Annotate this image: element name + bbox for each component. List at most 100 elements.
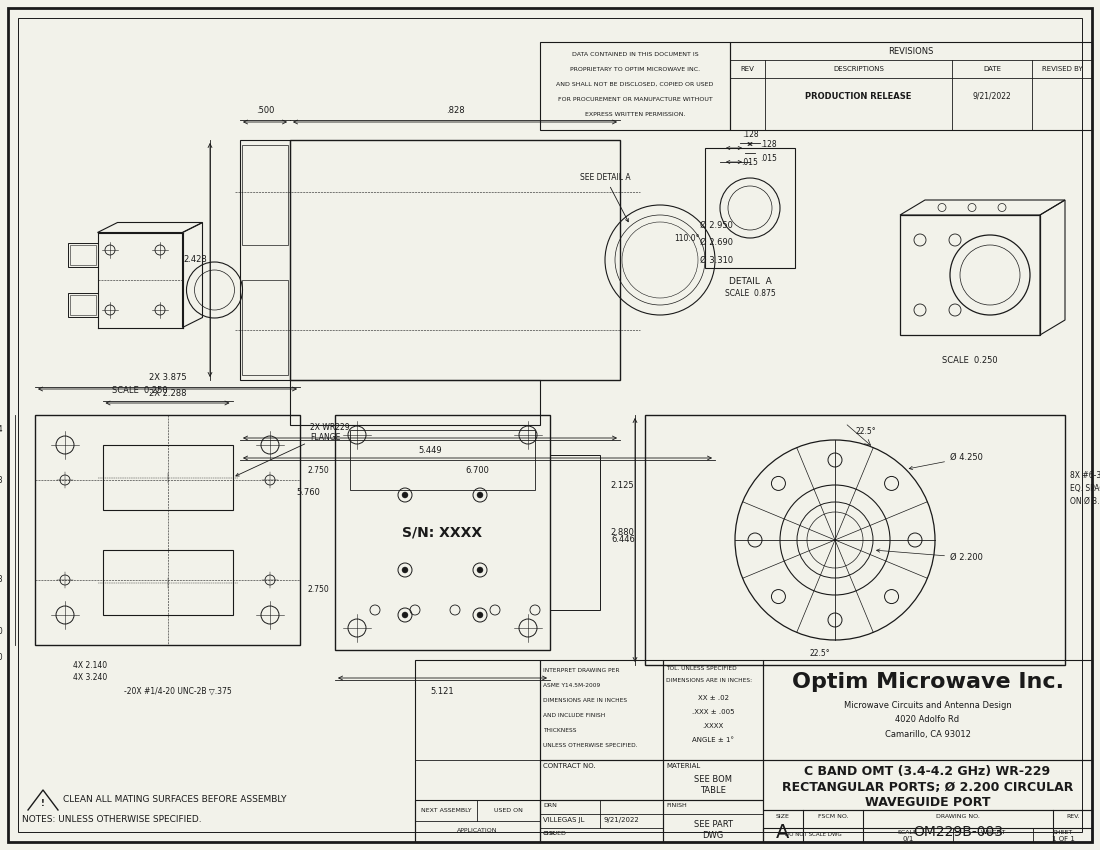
Text: NOTES: UNLESS OTHERWISE SPECIFIED.: NOTES: UNLESS OTHERWISE SPECIFIED.: [22, 815, 201, 824]
Text: INTERPRET DRAWING PER: INTERPRET DRAWING PER: [543, 668, 619, 673]
Text: 5.121: 5.121: [431, 688, 454, 696]
Bar: [540, 660, 663, 760]
Text: 2.100: 2.100: [0, 653, 3, 661]
Text: 4X 3.240: 4X 3.240: [73, 673, 107, 683]
Text: .XXX ± .005: .XXX ± .005: [692, 709, 735, 715]
Text: 1.144: 1.144: [0, 424, 3, 434]
Text: 4020 Adolfo Rd: 4020 Adolfo Rd: [895, 716, 959, 724]
Bar: [645, 415, 1065, 665]
Bar: [550, 455, 600, 610]
Text: ASME Y14.5M-2009: ASME Y14.5M-2009: [543, 683, 601, 688]
Text: 1.848: 1.848: [0, 475, 3, 484]
Text: DRAWING NO.: DRAWING NO.: [936, 813, 980, 819]
Circle shape: [402, 492, 408, 498]
Bar: [730, 42, 1092, 130]
Bar: [763, 760, 1092, 810]
Text: REVISED BY: REVISED BY: [1042, 66, 1082, 72]
Text: NEXT ASSEMBLY: NEXT ASSEMBLY: [420, 808, 471, 813]
Bar: [415, 660, 540, 842]
Text: .828: .828: [446, 105, 464, 115]
Text: 4X 2.140: 4X 2.140: [73, 660, 107, 670]
Bar: [290, 380, 540, 425]
Bar: [540, 42, 730, 130]
Text: PRODUCTION RELEASE: PRODUCTION RELEASE: [805, 92, 912, 100]
Circle shape: [477, 567, 483, 573]
Text: 110.0°: 110.0°: [674, 234, 700, 242]
Text: Camarillo, CA 93012: Camarillo, CA 93012: [884, 729, 970, 739]
Text: DIMENSIONS ARE IN INCHES: DIMENSIONS ARE IN INCHES: [543, 698, 627, 703]
Text: .128: .128: [760, 139, 777, 149]
Text: DO NOT SCALE DWG: DO NOT SCALE DWG: [784, 832, 842, 837]
Text: A: A: [777, 823, 790, 842]
Text: -20X #1/4-20 UNC-2B ▽.375: -20X #1/4-20 UNC-2B ▽.375: [123, 687, 231, 695]
Bar: [336, 415, 550, 650]
Bar: [763, 660, 1092, 760]
Circle shape: [477, 492, 483, 498]
Text: 2.125: 2.125: [610, 480, 634, 490]
Bar: [290, 140, 620, 380]
Bar: [242, 280, 288, 375]
Text: CONTRACT NO.: CONTRACT NO.: [543, 763, 595, 769]
Text: FOR PROCUREMENT OR MANUFACTURE WITHOUT: FOR PROCUREMENT OR MANUFACTURE WITHOUT: [558, 97, 713, 102]
Bar: [415, 800, 540, 842]
Text: DRN: DRN: [543, 803, 557, 808]
Bar: [540, 760, 663, 800]
Bar: [350, 430, 535, 490]
Text: DATA CONTAINED IN THIS DOCUMENT IS: DATA CONTAINED IN THIS DOCUMENT IS: [572, 52, 698, 57]
Text: RECTANGULAR PORTS; Ø 2.200 CIRCULAR: RECTANGULAR PORTS; Ø 2.200 CIRCULAR: [782, 780, 1074, 794]
Text: MATERIAL: MATERIAL: [666, 763, 701, 769]
Text: CHK: CHK: [543, 831, 557, 836]
Text: XX ± .02: XX ± .02: [697, 695, 728, 701]
Text: SEE BOM
TABLE: SEE BOM TABLE: [694, 775, 732, 795]
Text: CLEAN ALL MATING SURFACES BEFORE ASSEMBLY: CLEAN ALL MATING SURFACES BEFORE ASSEMBL…: [63, 796, 286, 804]
Text: SCALE  0.875: SCALE 0.875: [725, 290, 775, 298]
Text: 2X 3.875: 2X 3.875: [148, 372, 186, 382]
Text: Microwave Circuits and Antenna Design: Microwave Circuits and Antenna Design: [844, 700, 1011, 710]
Text: 2.428: 2.428: [183, 256, 207, 264]
Text: SEE PART
DWG: SEE PART DWG: [693, 820, 733, 840]
Text: 2X WR229
FLANGE: 2X WR229 FLANGE: [235, 422, 350, 476]
Text: FSCM NO.: FSCM NO.: [817, 813, 848, 819]
Bar: [69, 295, 96, 315]
Text: VILLEGAS JL: VILLEGAS JL: [543, 817, 584, 823]
Text: EXPRESS WRITTEN PERMISSION.: EXPRESS WRITTEN PERMISSION.: [585, 112, 685, 117]
Text: PROPRIETARY TO OPTIM MICROWAVE INC.: PROPRIETARY TO OPTIM MICROWAVE INC.: [570, 67, 700, 72]
Text: 2.750: 2.750: [308, 586, 330, 594]
Text: Ø 2.950: Ø 2.950: [700, 220, 733, 230]
Text: TOL. UNLESS SPECIFIED: TOL. UNLESS SPECIFIED: [666, 666, 737, 671]
Text: 0/1: 0/1: [902, 836, 914, 842]
Bar: [69, 245, 96, 265]
Circle shape: [477, 612, 483, 618]
Text: 1.848: 1.848: [0, 575, 3, 585]
Text: REVISIONS: REVISIONS: [889, 47, 934, 55]
Text: USED ON: USED ON: [494, 808, 522, 813]
Text: AND SHALL NOT BE DISCLOSED, COPIED OR USED: AND SHALL NOT BE DISCLOSED, COPIED OR US…: [557, 82, 714, 87]
Text: Ø 2.690: Ø 2.690: [700, 237, 733, 246]
Text: 6.700: 6.700: [465, 466, 490, 474]
Bar: [240, 140, 290, 380]
Text: .128: .128: [741, 129, 758, 139]
Text: EQ. SPACING: EQ. SPACING: [1070, 484, 1100, 492]
Bar: [242, 145, 288, 245]
Text: SCALE  0.250: SCALE 0.250: [112, 386, 168, 394]
Text: 2.880: 2.880: [610, 528, 634, 537]
Circle shape: [402, 612, 408, 618]
Text: .500: .500: [256, 105, 274, 115]
Text: 2.750: 2.750: [308, 466, 330, 474]
Text: DATE: DATE: [983, 66, 1001, 72]
Bar: [900, 215, 1040, 335]
Bar: [67, 293, 98, 317]
Text: Ø 3.310: Ø 3.310: [700, 256, 733, 264]
Text: SCALE: SCALE: [898, 830, 917, 835]
Bar: [763, 810, 1092, 842]
Text: DETAIL  A: DETAIL A: [728, 277, 771, 286]
Bar: [102, 445, 232, 510]
Circle shape: [402, 567, 408, 573]
Text: .015: .015: [741, 157, 758, 167]
Text: 9/21/2022: 9/21/2022: [972, 92, 1011, 100]
Text: 8X #6-32 UNC-2B THRU: 8X #6-32 UNC-2B THRU: [1070, 471, 1100, 479]
Text: SIZE: SIZE: [777, 813, 790, 819]
Text: S/N: XXXX: S/N: XXXX: [403, 525, 483, 540]
Text: ANGLE ± 1°: ANGLE ± 1°: [692, 737, 734, 743]
Bar: [35, 415, 300, 645]
